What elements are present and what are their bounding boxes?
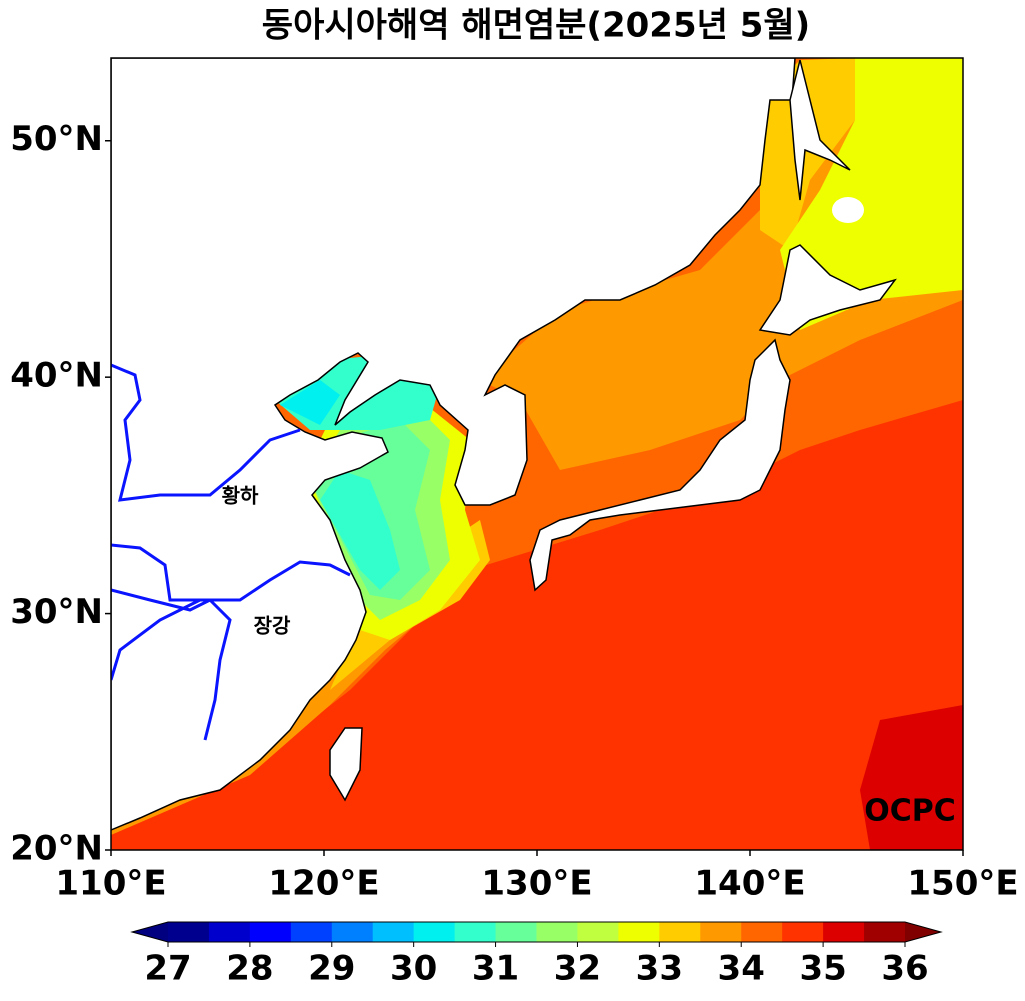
y-tick-label: 30°N [10,592,103,632]
x-tick-label: 130°E [481,864,592,904]
colorbar-bin [372,922,415,942]
colorbar-tick-label: 35 [799,949,846,989]
y-tick-label: 50°N [10,119,103,159]
colorbar-tick-label: 28 [226,949,273,989]
colorbar-tick-label: 34 [718,949,765,989]
watermark: OCPC [864,794,956,829]
river [111,588,232,741]
colorbar-bin [741,922,783,942]
salinity-zone [780,58,963,330]
colorbar-bin [864,922,906,942]
y-tick-label: 20°N [10,829,103,869]
salinity-field: 황하 장강 OCPC [111,58,963,850]
hokkaido [758,244,897,336]
axes: 110°E 120°E 130°E 140°E 150°E 20°N 30°N 40°N 50°… [10,119,1018,988]
colorbar-bin [249,922,292,942]
colorbar-tick-label: 29 [308,949,355,989]
colorbar-bin [782,922,824,942]
salinity-zone [860,705,963,850]
colorbar-under [132,922,168,942]
salinity-zone [760,58,855,250]
river-label: 장강 [254,614,291,638]
colorbar-bin [168,922,210,942]
river [111,363,301,502]
colorbar-bin [700,922,742,942]
colorbar-tick-label: 36 [881,949,928,989]
colorbar-bin [495,922,537,942]
colorbar-bin [208,922,251,942]
colorbar-bin [290,922,333,942]
river-label: 황하 [222,484,259,508]
x-tick-label: 140°E [694,864,805,904]
colorbar-bin [413,922,456,942]
colorbar-tick-label: 32 [554,949,601,989]
map-title: 동아시아해역 해면염분(2025년 5월) [262,6,810,46]
salinity-zone [320,470,400,590]
colorbar-bin [454,922,497,942]
colorbar-tick-label: 27 [144,949,191,989]
colorbar-bin [823,922,865,942]
colorbar-tick-label: 33 [636,949,683,989]
colorbar-bin [536,922,578,942]
y-tick-label: 40°N [10,356,103,396]
x-tick-label: 150°E [907,864,1018,904]
missing-data [832,197,864,223]
x-tick-label: 120°E [268,864,379,904]
x-tick-label: 110°E [55,864,166,904]
colorbar-over [905,922,941,942]
taiwan [329,727,363,802]
river [111,543,351,602]
sakhalin [789,59,851,201]
colorbar-tick-label: 30 [390,949,437,989]
colorbar-bin [659,922,701,942]
colorbar-bin [618,922,660,942]
colorbar-bin [331,922,374,942]
salinity-zone [280,380,340,425]
mainland [111,58,796,831]
colorbar-tick-label: 31 [472,949,519,989]
colorbar-bin [577,922,619,942]
japan [529,338,791,592]
